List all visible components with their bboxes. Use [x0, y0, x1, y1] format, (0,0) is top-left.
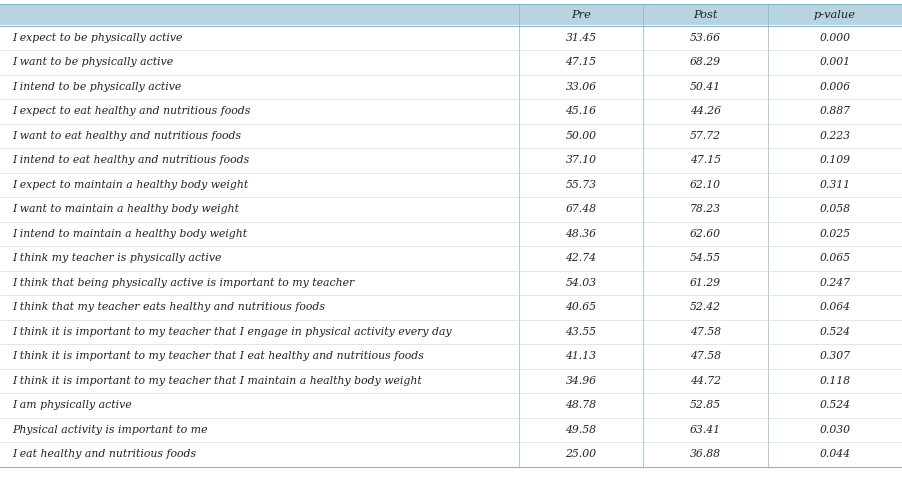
Bar: [0, 344, 902, 369]
Text: 50.41: 50.41: [690, 82, 721, 92]
Text: I think my teacher is physically active: I think my teacher is physically active: [12, 253, 221, 263]
Text: 0.247: 0.247: [819, 278, 851, 288]
Bar: [0, 123, 902, 148]
Text: 54.55: 54.55: [690, 253, 721, 263]
Text: I think it is important to my teacher that I eat healthy and nutritious foods: I think it is important to my teacher th…: [12, 351, 424, 361]
Bar: [0, 173, 902, 197]
Text: 47.58: 47.58: [690, 351, 721, 361]
Bar: [0, 148, 902, 173]
Bar: [0, 271, 902, 295]
Text: 0.109: 0.109: [819, 155, 851, 165]
Text: I expect to maintain a healthy body weight: I expect to maintain a healthy body weig…: [12, 180, 248, 190]
Text: 50.00: 50.00: [566, 131, 596, 141]
Text: 37.10: 37.10: [566, 155, 596, 165]
Text: 0.030: 0.030: [819, 425, 851, 435]
Text: 40.65: 40.65: [566, 302, 596, 312]
Text: I want to maintain a healthy body weight: I want to maintain a healthy body weight: [12, 204, 239, 214]
Text: 0.311: 0.311: [819, 180, 851, 190]
Bar: [0, 442, 902, 466]
Bar: [0, 99, 902, 123]
Text: 0.887: 0.887: [819, 106, 851, 116]
Text: 62.10: 62.10: [690, 180, 721, 190]
Text: Post: Post: [693, 10, 718, 20]
Text: 0.044: 0.044: [819, 449, 851, 459]
Text: 78.23: 78.23: [690, 204, 721, 214]
Text: 67.48: 67.48: [566, 204, 596, 214]
Text: I think it is important to my teacher that I engage in physical activity every d: I think it is important to my teacher th…: [12, 327, 452, 337]
Text: I intend to be physically active: I intend to be physically active: [12, 82, 181, 92]
Text: 0.064: 0.064: [819, 302, 851, 312]
Text: 44.26: 44.26: [690, 106, 721, 116]
Bar: [0, 418, 902, 442]
Text: 48.78: 48.78: [566, 400, 596, 410]
Text: I eat healthy and nutritious foods: I eat healthy and nutritious foods: [12, 449, 196, 459]
Text: 41.13: 41.13: [566, 351, 596, 361]
Text: Physical activity is important to me: Physical activity is important to me: [12, 425, 207, 435]
Text: 49.58: 49.58: [566, 425, 596, 435]
Text: 33.06: 33.06: [566, 82, 596, 92]
Bar: [0, 246, 902, 271]
Bar: [0, 369, 902, 393]
Text: 55.73: 55.73: [566, 180, 596, 190]
Text: I expect to be physically active: I expect to be physically active: [12, 33, 182, 43]
Text: 0.065: 0.065: [819, 253, 851, 263]
Text: 42.74: 42.74: [566, 253, 596, 263]
Text: I think that being physically active is important to my teacher: I think that being physically active is …: [12, 278, 354, 288]
Text: 47.58: 47.58: [690, 327, 721, 337]
Text: I expect to eat healthy and nutritious foods: I expect to eat healthy and nutritious f…: [12, 106, 251, 116]
Text: 0.524: 0.524: [819, 400, 851, 410]
Text: 57.72: 57.72: [690, 131, 721, 141]
Bar: [0, 4, 902, 26]
Text: 31.45: 31.45: [566, 33, 596, 43]
Text: I intend to eat healthy and nutritious foods: I intend to eat healthy and nutritious f…: [12, 155, 249, 165]
Text: I think it is important to my teacher that I maintain a healthy body weight: I think it is important to my teacher th…: [12, 376, 422, 386]
Text: 36.88: 36.88: [690, 449, 721, 459]
Text: 0.006: 0.006: [819, 82, 851, 92]
Text: 0.025: 0.025: [819, 229, 851, 239]
Bar: [0, 26, 902, 50]
Text: 0.001: 0.001: [819, 57, 851, 67]
Text: I am physically active: I am physically active: [12, 400, 132, 410]
Text: 47.15: 47.15: [566, 57, 596, 67]
Text: 54.03: 54.03: [566, 278, 596, 288]
Text: 63.41: 63.41: [690, 425, 721, 435]
Text: Pre: Pre: [571, 10, 591, 20]
Text: I think that my teacher eats healthy and nutritious foods: I think that my teacher eats healthy and…: [12, 302, 325, 312]
Text: I want to be physically active: I want to be physically active: [12, 57, 173, 67]
Text: 47.15: 47.15: [690, 155, 721, 165]
Text: 68.29: 68.29: [690, 57, 721, 67]
Text: 0.524: 0.524: [819, 327, 851, 337]
Text: 62.60: 62.60: [690, 229, 721, 239]
Text: 0.307: 0.307: [819, 351, 851, 361]
Text: 0.118: 0.118: [819, 376, 851, 386]
Text: 0.223: 0.223: [819, 131, 851, 141]
Text: 44.72: 44.72: [690, 376, 721, 386]
Bar: [0, 319, 902, 344]
Text: 53.66: 53.66: [690, 33, 721, 43]
Text: 34.96: 34.96: [566, 376, 596, 386]
Bar: [0, 74, 902, 99]
Text: I intend to maintain a healthy body weight: I intend to maintain a healthy body weig…: [12, 229, 247, 239]
Text: 0.000: 0.000: [819, 33, 851, 43]
Text: 52.85: 52.85: [690, 400, 721, 410]
Text: p-value: p-value: [814, 10, 856, 20]
Text: I want to eat healthy and nutritious foods: I want to eat healthy and nutritious foo…: [12, 131, 241, 141]
Text: 0.058: 0.058: [819, 204, 851, 214]
Text: 48.36: 48.36: [566, 229, 596, 239]
Bar: [0, 221, 902, 246]
Bar: [0, 295, 902, 319]
Bar: [0, 50, 902, 74]
Bar: [0, 197, 902, 221]
Text: 52.42: 52.42: [690, 302, 721, 312]
Text: 45.16: 45.16: [566, 106, 596, 116]
Text: 25.00: 25.00: [566, 449, 596, 459]
Text: 61.29: 61.29: [690, 278, 721, 288]
Bar: [0, 393, 902, 418]
Text: 43.55: 43.55: [566, 327, 596, 337]
